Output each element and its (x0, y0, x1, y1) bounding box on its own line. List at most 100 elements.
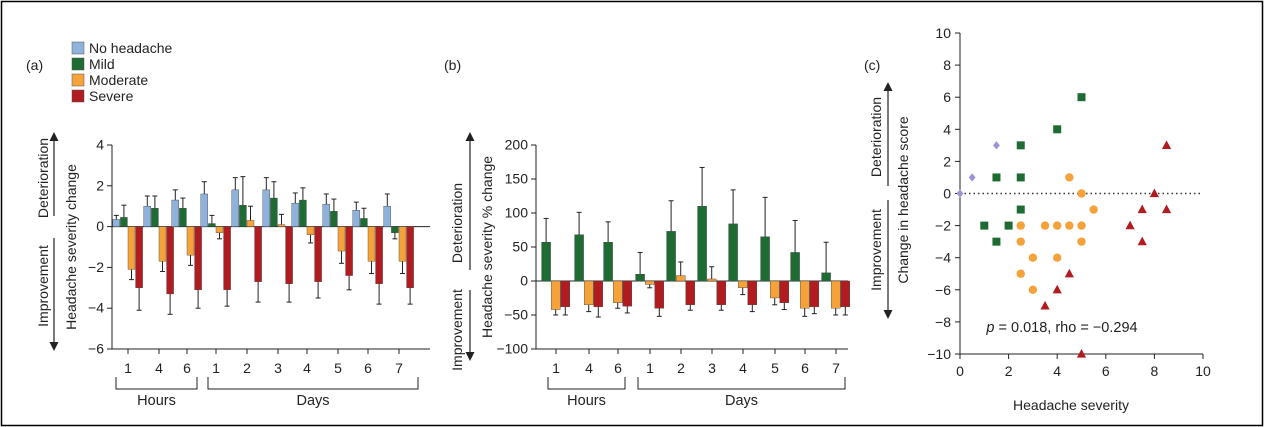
bar-severe (840, 280, 850, 308)
y-tick-label: 8 (943, 57, 951, 73)
bar-severe (406, 226, 414, 289)
bar-moderate (613, 280, 623, 303)
bar-mild (790, 252, 800, 282)
point-square (992, 237, 1001, 246)
y-tick-label: 200 (505, 137, 529, 153)
bar-no_headache (112, 219, 121, 227)
y-tick-label: 0 (943, 186, 951, 202)
bar-severe (809, 280, 819, 308)
bar-severe (254, 226, 262, 282)
bar-no_headache (322, 203, 330, 227)
x-tick-label: 1 (646, 360, 654, 376)
statistics-annotation: p = 0.018, rho = −0.294 (985, 320, 1137, 336)
bar-moderate (367, 226, 376, 262)
x-tick-label: 2 (1005, 363, 1013, 379)
x-tick-label: 4 (303, 360, 311, 376)
panel-b-plot: 200 150 100 50 0 −50 −100 1 4 6 1 2 3 4 5 6 7 Hours Days (496, 137, 850, 409)
bar-moderate (551, 280, 561, 310)
bar-mild (603, 242, 613, 282)
legend-swatch-mild (71, 57, 85, 71)
point-circle (1077, 237, 1086, 246)
legend-label-severe: Severe (89, 88, 134, 104)
group-bracket (547, 377, 626, 390)
legend-label-moderate: Moderate (89, 72, 148, 88)
bar-mild (821, 272, 831, 282)
point-triangle (1064, 268, 1074, 278)
x-tick-label: 7 (395, 360, 403, 376)
x-tick-label: 1 (552, 360, 560, 376)
bar-severe (716, 280, 726, 305)
bar-severe (285, 226, 293, 284)
point-triangle (1161, 140, 1172, 149)
bar-mild (574, 234, 584, 282)
deterioration-arrowhead (49, 132, 59, 141)
bar-no_headache (231, 189, 240, 227)
bar-moderate (246, 220, 255, 227)
bar-mild (391, 226, 399, 233)
bar-severe (194, 226, 202, 291)
improvement-label: Improvement (868, 209, 884, 291)
bar-moderate (158, 226, 167, 262)
deterioration-arrowhead (465, 132, 475, 141)
x-tick-label: 4 (739, 360, 747, 376)
bar-mild (666, 231, 676, 282)
bar-moderate (676, 275, 686, 282)
y-tick-label: −4 (935, 250, 951, 266)
bar-severe (622, 280, 632, 307)
bar-mild (360, 218, 368, 227)
point-circle (1077, 221, 1086, 230)
bar-no_headache (200, 193, 209, 227)
p-symbol: p (985, 320, 994, 336)
improvement-arrowhead (883, 310, 893, 319)
improvement-label: Improvement (449, 289, 465, 371)
statistics-text: = 0.018, rho = −0.294 (994, 320, 1137, 336)
group-bracket (115, 377, 198, 390)
x-tick-label: 2 (677, 360, 685, 376)
point-triangle (1076, 349, 1087, 358)
point-triangle (1137, 236, 1147, 246)
bar-moderate (398, 226, 407, 262)
bar-severe (135, 226, 143, 289)
point-square (1016, 205, 1025, 214)
bar-moderate (831, 280, 841, 309)
point-circle (1016, 221, 1025, 230)
bar-severe (560, 280, 570, 308)
panel-b-side-labels: Deterioration Improvement Headache sever… (449, 132, 495, 371)
x-tick-label: 2 (243, 360, 251, 376)
x-tick-label: 3 (708, 360, 716, 376)
bar-severe (375, 226, 383, 284)
bar-mild (760, 236, 770, 282)
x-tick-label: 4 (1053, 363, 1061, 379)
group-label: Hours (137, 393, 176, 409)
panel-c-side-labels: Deterioration Improvement Change in head… (868, 82, 911, 319)
bar-no_headache (352, 210, 360, 227)
x-tick-label: 3 (274, 360, 282, 376)
y-tick-label: 150 (505, 171, 529, 187)
point-circle (1016, 269, 1025, 278)
point-circle (1053, 221, 1062, 230)
point-circle (1077, 189, 1086, 198)
point-square (1004, 221, 1013, 230)
y-tick-label: 2 (943, 153, 951, 169)
x-axis-label: Headache severity (1013, 397, 1129, 413)
bar-moderate (306, 226, 315, 235)
panel-c-label: (c) (864, 57, 880, 73)
x-tick-label: 10 (1195, 363, 1211, 379)
legend-swatch-moderate (71, 73, 85, 87)
panel-a-plot: 4 2 0 −2 −4 −6 1 4 6 1 2 3 4 5 6 7 Hours Days (88, 137, 430, 409)
point-triangle (1137, 204, 1147, 214)
bar-moderate (277, 224, 286, 227)
bar-severe (166, 226, 174, 295)
point-triangle (1149, 188, 1159, 198)
bar-severe (345, 226, 353, 276)
x-tick-label: 6 (614, 360, 622, 376)
panel-c-plot: 10 8 6 4 2 0 −2 −4 −6 −8 −10 0 2 4 6 8 10 (927, 25, 1211, 379)
point-circle (1065, 221, 1074, 230)
improvement-label: Improvement (35, 245, 51, 327)
bar-no_headache (143, 205, 152, 227)
point-square (980, 221, 989, 230)
bar-moderate (186, 226, 195, 256)
legend-label-no-headache: No headache (89, 40, 173, 56)
deterioration-label: Deterioration (35, 138, 51, 218)
